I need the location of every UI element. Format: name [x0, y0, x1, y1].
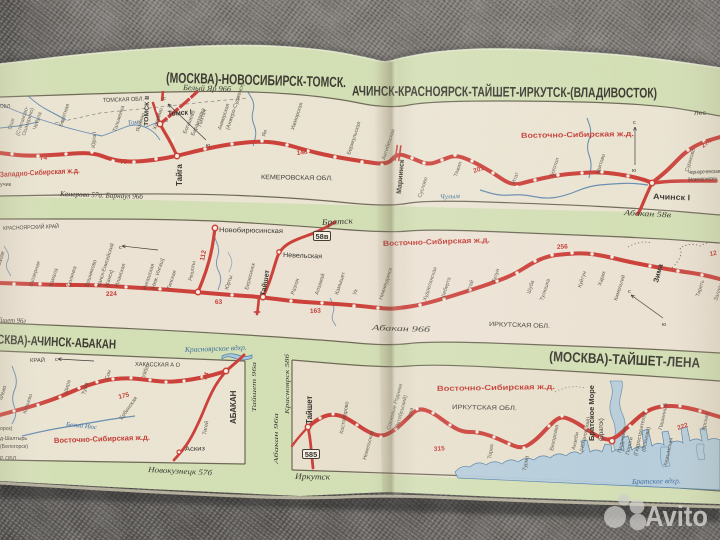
svg-text:Avito: Avito [645, 501, 708, 533]
